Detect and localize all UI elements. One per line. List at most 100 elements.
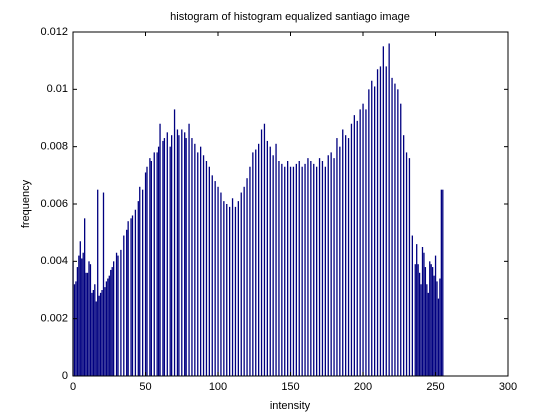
bar <box>76 267 79 376</box>
y-tick-label: 0.012 <box>40 26 68 38</box>
bar <box>123 235 125 376</box>
bar <box>117 255 119 376</box>
y-axis-label: frequency <box>20 179 32 228</box>
bar <box>426 284 428 376</box>
bar <box>75 281 77 376</box>
bar <box>353 115 355 376</box>
bar <box>304 163 306 376</box>
bar <box>252 152 254 376</box>
bar <box>163 138 166 376</box>
bar <box>437 298 440 376</box>
bar <box>178 135 180 376</box>
bar <box>391 77 393 376</box>
bar <box>226 204 228 376</box>
bar <box>442 189 444 376</box>
bar <box>130 218 132 376</box>
bar <box>108 275 110 376</box>
bar <box>333 158 335 376</box>
bar <box>131 215 134 376</box>
bar <box>432 267 434 376</box>
bar <box>316 166 318 376</box>
bar <box>220 192 222 376</box>
bar <box>342 129 344 376</box>
bar <box>84 218 86 376</box>
bar <box>298 161 300 376</box>
bar <box>176 129 179 376</box>
bar <box>359 109 361 377</box>
y-tick-label: 0.004 <box>40 255 68 267</box>
chart-title: histogram of histogram equalized santiag… <box>170 11 410 23</box>
bar <box>85 272 87 376</box>
bar <box>134 209 137 376</box>
bar <box>86 272 89 376</box>
bar <box>73 284 76 376</box>
bar <box>321 161 324 376</box>
bar <box>146 166 148 376</box>
bar <box>418 272 421 376</box>
bar <box>243 186 245 376</box>
bar <box>88 261 90 376</box>
bar <box>439 278 441 376</box>
bar <box>400 103 402 377</box>
bar <box>104 287 106 376</box>
x-tick-label: 250 <box>426 381 444 393</box>
bar <box>385 66 387 377</box>
bar <box>414 264 416 376</box>
bar <box>144 172 147 376</box>
bar <box>173 109 176 377</box>
bar <box>157 146 160 376</box>
bar <box>223 201 225 376</box>
bar <box>436 281 438 376</box>
bar <box>150 161 152 376</box>
x-tick-label: 200 <box>354 381 372 393</box>
bar <box>208 166 210 376</box>
bar <box>113 261 115 376</box>
bar <box>99 292 102 376</box>
bar <box>214 181 216 376</box>
bar <box>284 166 286 376</box>
bar <box>200 146 202 376</box>
bar <box>202 155 205 376</box>
bar <box>107 278 109 376</box>
bar <box>156 152 158 376</box>
bar <box>287 161 289 376</box>
bar <box>278 161 280 376</box>
bar <box>362 103 364 377</box>
bar <box>368 89 370 376</box>
bar <box>246 178 248 376</box>
bar <box>95 301 97 376</box>
bar <box>137 201 139 376</box>
bar <box>427 292 429 376</box>
bar <box>424 267 427 376</box>
bar <box>120 249 122 376</box>
y-tick-label: 0.006 <box>40 198 68 210</box>
x-axis-label: intensity <box>270 400 311 412</box>
bar <box>89 264 92 376</box>
x-tick-label: 100 <box>209 381 227 393</box>
bar <box>115 252 118 376</box>
bar <box>94 284 96 376</box>
y-tick-label: 0.01 <box>47 83 68 95</box>
bar <box>318 158 321 376</box>
bar <box>81 258 83 376</box>
bar <box>266 140 268 376</box>
bar <box>162 140 164 376</box>
bar <box>169 146 171 376</box>
bar <box>281 163 283 376</box>
bar <box>78 255 80 376</box>
bar <box>356 120 358 376</box>
bar <box>382 46 384 376</box>
y-tick-label: 0 <box>62 370 68 382</box>
bar <box>433 275 435 376</box>
bar <box>110 269 112 376</box>
bar <box>336 138 338 376</box>
bar <box>231 198 234 376</box>
bar <box>181 129 183 376</box>
bar <box>194 143 196 376</box>
bar <box>388 43 390 376</box>
bar <box>272 155 274 376</box>
bar <box>191 138 193 376</box>
bar <box>411 235 413 376</box>
bar <box>255 149 257 376</box>
bar <box>292 166 295 376</box>
